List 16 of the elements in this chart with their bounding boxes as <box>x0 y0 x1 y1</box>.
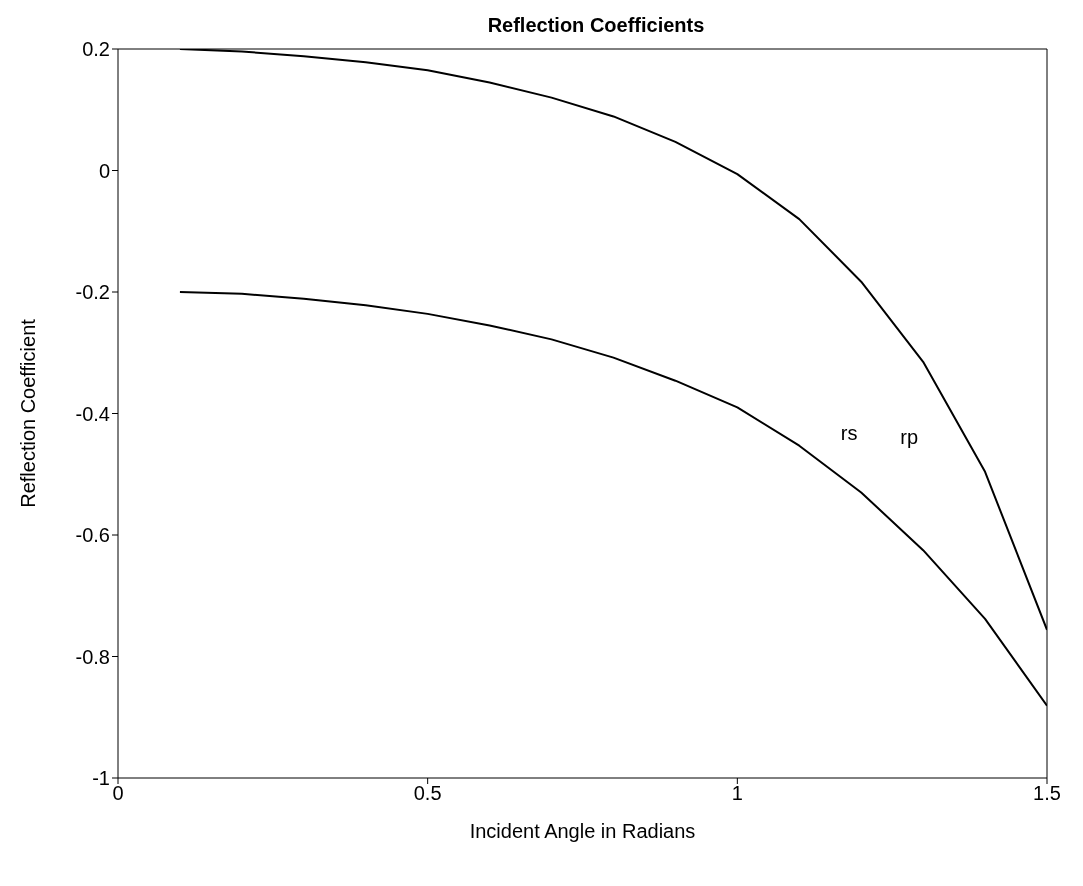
x-tick-label: 1.5 <box>1033 782 1061 805</box>
chart-title: Reflection Coefficients <box>487 14 705 36</box>
x-tick-label: 1 <box>731 782 743 805</box>
x-tick-label: 0.5 <box>413 782 442 805</box>
y-tick-label: 0 <box>98 159 110 182</box>
y-tick-label: -1 <box>92 767 110 790</box>
y-tick-label: 0.2 <box>82 38 110 61</box>
y-tick-label: -0.8 <box>75 645 110 668</box>
y-tick-label: -0.4 <box>75 402 110 425</box>
series-label: rp <box>900 425 919 448</box>
x-tick-label: 0 <box>112 782 124 805</box>
y-tick-label: -0.6 <box>75 524 110 547</box>
y-tick-label: -0.2 <box>75 281 110 304</box>
series-label: rs <box>840 422 858 445</box>
x-axis-title: Incident Angle in Radians <box>469 820 696 842</box>
y-axis-title: Reflection Coefficient <box>17 318 40 508</box>
